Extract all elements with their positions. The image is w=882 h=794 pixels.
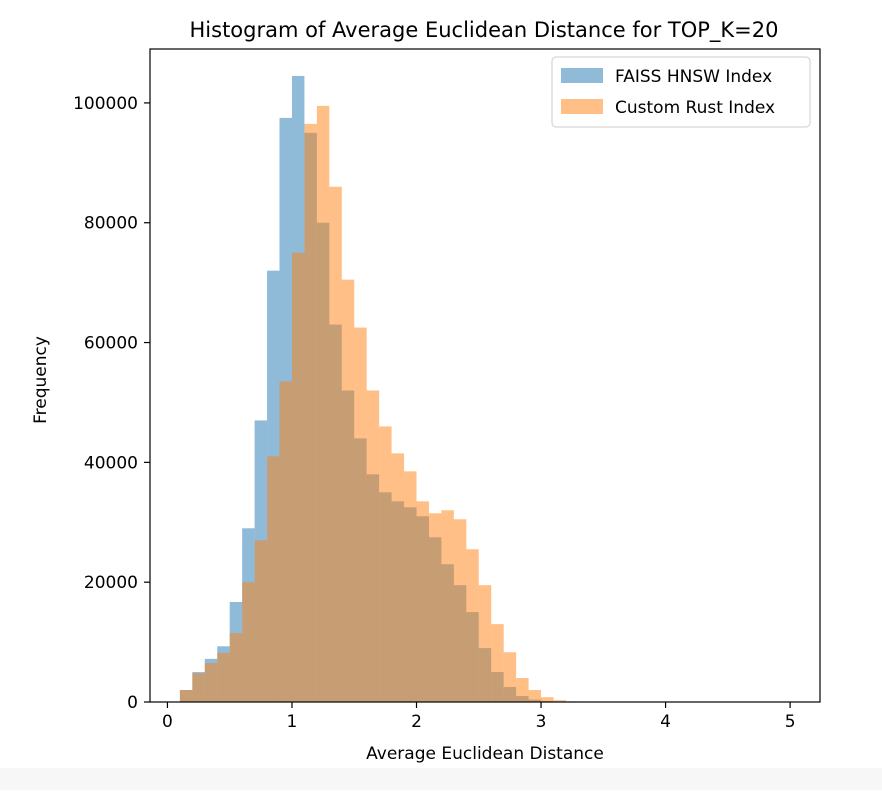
bar-rust-5 — [242, 582, 254, 702]
bar-rust-19 — [417, 501, 429, 702]
y-tick-label-0: 0 — [127, 693, 138, 713]
bar-rust-10 — [304, 124, 316, 702]
bar-rust-12 — [329, 187, 341, 702]
bar-rust-27 — [516, 678, 528, 702]
bar-rust-8 — [280, 381, 292, 702]
bar-rust-17 — [392, 453, 404, 702]
bars-layer — [180, 76, 579, 702]
bar-rust-4 — [230, 633, 242, 702]
x-tick-label-1: 1 — [287, 712, 298, 732]
y-tick-label-5: 100000 — [73, 94, 138, 114]
footer-band — [0, 768, 882, 790]
x-tick-label-2: 2 — [411, 712, 422, 732]
bar-rust-7 — [267, 456, 279, 702]
bar-rust-16 — [379, 426, 391, 702]
y-tick-label-4: 80000 — [84, 214, 138, 234]
x-tick-label-0: 0 — [162, 712, 173, 732]
bar-rust-11 — [317, 106, 329, 702]
bar-rust-22 — [454, 519, 466, 702]
bar-rust-18 — [404, 471, 416, 702]
x-axis: 0 1 2 3 4 5 — [162, 702, 796, 732]
x-tick-label-4: 4 — [660, 712, 671, 732]
bar-rust-25 — [491, 624, 503, 702]
bar-rust-24 — [479, 585, 491, 702]
bar-rust-14 — [354, 328, 366, 702]
bar-rust-2 — [205, 663, 217, 702]
legend: FAISS HNSW Index Custom Rust Index — [552, 57, 810, 127]
bar-rust-21 — [441, 510, 453, 702]
bar-rust-3 — [217, 653, 229, 702]
y-tick-label-3: 60000 — [84, 334, 138, 354]
bar-rust-29 — [541, 697, 553, 702]
bar-rust-28 — [529, 690, 541, 702]
bar-rust-26 — [504, 652, 516, 702]
bar-rust-6 — [255, 540, 267, 702]
y-tick-label-2: 40000 — [84, 453, 138, 473]
y-tick-label-1: 20000 — [84, 573, 138, 593]
bar-rust-15 — [367, 390, 379, 702]
bar-rust-20 — [429, 513, 441, 702]
legend-swatch-rust — [561, 99, 603, 114]
x-tick-label-3: 3 — [536, 712, 547, 732]
bar-rust-23 — [466, 549, 478, 702]
bar-rust-1 — [192, 673, 204, 702]
y-axis-label: Frequency — [31, 336, 51, 424]
chart-title: Histogram of Average Euclidean Distance … — [190, 18, 779, 43]
bar-rust-9 — [292, 253, 304, 702]
x-tick-label-5: 5 — [785, 712, 796, 732]
y-axis: 0 20000 40000 60000 80000 100000 — [73, 94, 150, 713]
bar-rust-0 — [180, 690, 192, 702]
legend-label-rust: Custom Rust Index — [615, 98, 775, 118]
legend-label-faiss: FAISS HNSW Index — [615, 67, 772, 87]
bar-rust-13 — [342, 280, 354, 702]
x-axis-label: Average Euclidean Distance — [366, 744, 604, 764]
legend-swatch-faiss — [561, 68, 603, 83]
